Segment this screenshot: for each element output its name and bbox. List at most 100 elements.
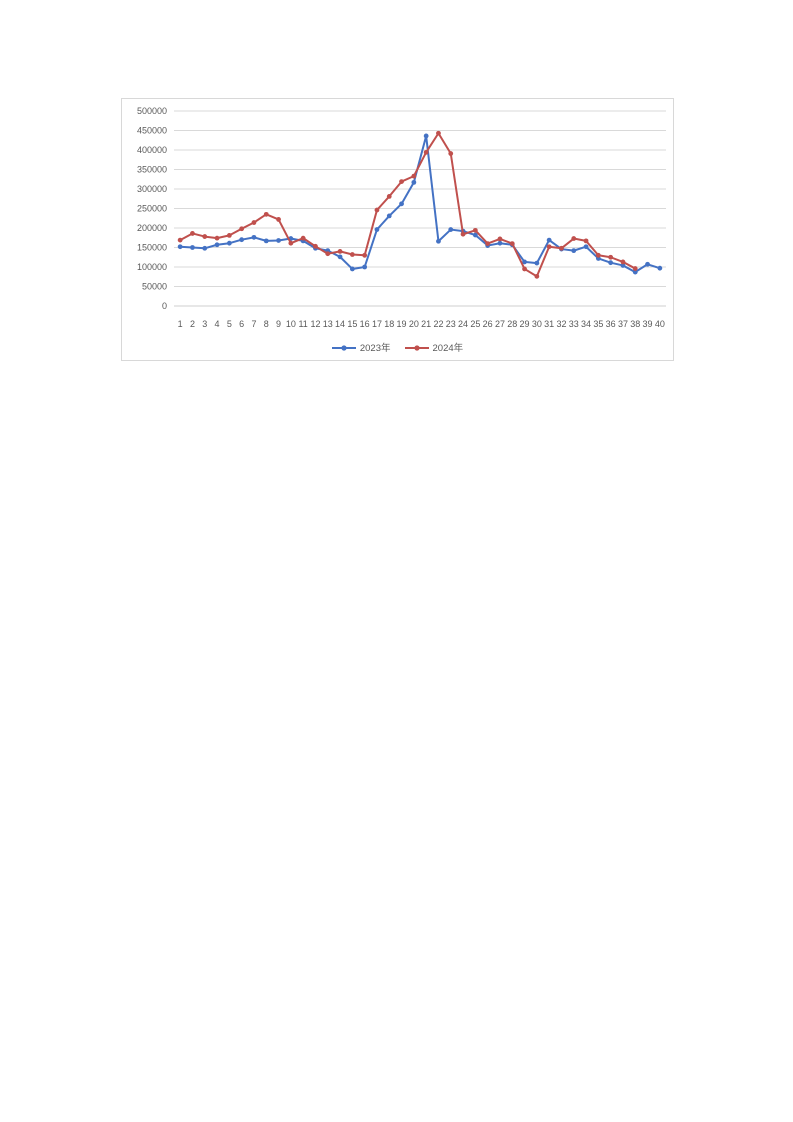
data-point	[313, 243, 318, 249]
data-point	[509, 241, 515, 247]
y-axis-tick-label: 50000	[142, 282, 167, 292]
x-axis-tick-label: 31	[544, 319, 554, 329]
data-point	[399, 201, 404, 207]
data-point	[472, 227, 478, 233]
x-axis-tick-label: 30	[532, 319, 542, 329]
data-point	[362, 264, 368, 270]
data-point	[448, 227, 454, 232]
x-axis-tick-label: 24	[458, 319, 468, 329]
data-point	[226, 240, 232, 246]
data-point	[386, 213, 392, 219]
data-point	[337, 254, 343, 260]
x-axis-tick-label: 28	[507, 319, 517, 329]
y-axis-tick-label: 400000	[137, 145, 167, 155]
x-axis-tick-label: 36	[606, 319, 616, 329]
x-axis-tick-label: 5	[227, 319, 232, 329]
x-axis-tick-label: 17	[372, 319, 382, 329]
x-axis-tick-label: 39	[643, 319, 653, 329]
x-axis-tick-label: 23	[446, 319, 456, 329]
x-axis-tick-label: 11	[298, 319, 307, 329]
x-axis-tick-label: 1	[178, 319, 183, 329]
y-axis-tick-label: 300000	[137, 184, 167, 194]
x-axis-tick-label: 33	[569, 319, 579, 329]
data-point	[497, 236, 503, 242]
data-point	[522, 266, 527, 272]
data-point	[263, 238, 269, 244]
series-line-2023年	[179, 134, 661, 274]
x-axis-tick-label: 6	[239, 319, 244, 329]
x-axis-tick-label: 19	[397, 319, 407, 329]
data-point	[263, 211, 269, 217]
x-axis-tick-label: 14	[335, 319, 345, 329]
y-axis-tick-label: 200000	[137, 223, 167, 233]
x-axis-tick-label: 37	[618, 319, 628, 329]
data-point	[276, 217, 281, 222]
y-axis-tick-label: 350000	[137, 165, 167, 175]
y-axis-tick-label: 450000	[137, 126, 167, 136]
data-point	[436, 238, 441, 244]
data-point	[239, 226, 245, 232]
x-axis-tick-label: 16	[360, 319, 370, 329]
data-point	[632, 266, 638, 271]
data-point	[374, 227, 380, 232]
data-point	[214, 235, 220, 241]
data-point	[595, 252, 601, 258]
data-point	[583, 238, 589, 244]
data-point	[190, 245, 195, 250]
x-axis-tick-label: 21	[421, 319, 431, 329]
data-point	[559, 245, 564, 251]
data-point	[657, 265, 663, 271]
data-point	[202, 245, 208, 251]
line-chart[interactable]: 0 50000 100000 150000 200000 250000 300000 3500…	[121, 98, 674, 361]
data-point	[522, 259, 527, 265]
x-axis-tick-label: 40	[655, 319, 665, 329]
data-point	[546, 237, 552, 243]
data-point	[448, 151, 454, 156]
x-axis-tick-label: 26	[483, 319, 493, 329]
data-point	[546, 244, 552, 250]
data-point	[571, 236, 577, 241]
y-axis-tick-label: 150000	[137, 243, 167, 253]
x-axis-tick-label: 12	[310, 319, 320, 329]
x-axis-tick-label: 8	[264, 319, 269, 329]
data-point	[485, 241, 491, 247]
x-axis-tick-label: 3	[202, 319, 207, 329]
x-axis-tick-label: 20	[409, 319, 419, 329]
data-point	[534, 260, 540, 266]
x-axis-tick-label: 9	[276, 319, 281, 329]
y-axis-tick-label: 250000	[137, 204, 167, 214]
data-point	[386, 194, 392, 199]
data-point	[608, 254, 614, 260]
x-axis-tick-label: 22	[433, 319, 443, 329]
data-point	[620, 263, 626, 268]
x-axis-tick-label: 7	[251, 319, 256, 329]
data-point	[337, 249, 343, 254]
y-axis-tick-label: 500000	[137, 106, 167, 116]
data-point	[534, 273, 540, 279]
x-axis-tick-label: 27	[495, 319, 505, 329]
y-axis-tick-label: 0	[162, 301, 167, 311]
data-point	[239, 237, 245, 243]
x-axis-tick-label: 15	[347, 319, 357, 329]
data-point	[608, 260, 614, 266]
data-point	[177, 237, 183, 243]
data-point	[423, 149, 429, 155]
x-axis-tick-label: 2	[190, 319, 195, 329]
data-point	[436, 130, 441, 136]
x-axis-tick-label: 32	[556, 319, 566, 329]
x-axis-tick-label: 18	[384, 319, 394, 329]
data-point	[583, 244, 589, 250]
x-axis-tick-label: 10	[286, 319, 296, 329]
data-point	[300, 235, 306, 241]
data-point	[251, 220, 257, 225]
data-point	[399, 179, 404, 184]
data-point	[202, 234, 208, 239]
data-point	[362, 252, 368, 258]
data-point	[288, 240, 294, 246]
data-point	[571, 248, 577, 254]
data-point	[645, 261, 650, 267]
x-axis-tick-label: 4	[215, 319, 220, 329]
chart-canvas: 0500001000001500002000002500003000003500…	[137, 106, 666, 329]
x-axis-tick-label: 13	[323, 319, 333, 329]
